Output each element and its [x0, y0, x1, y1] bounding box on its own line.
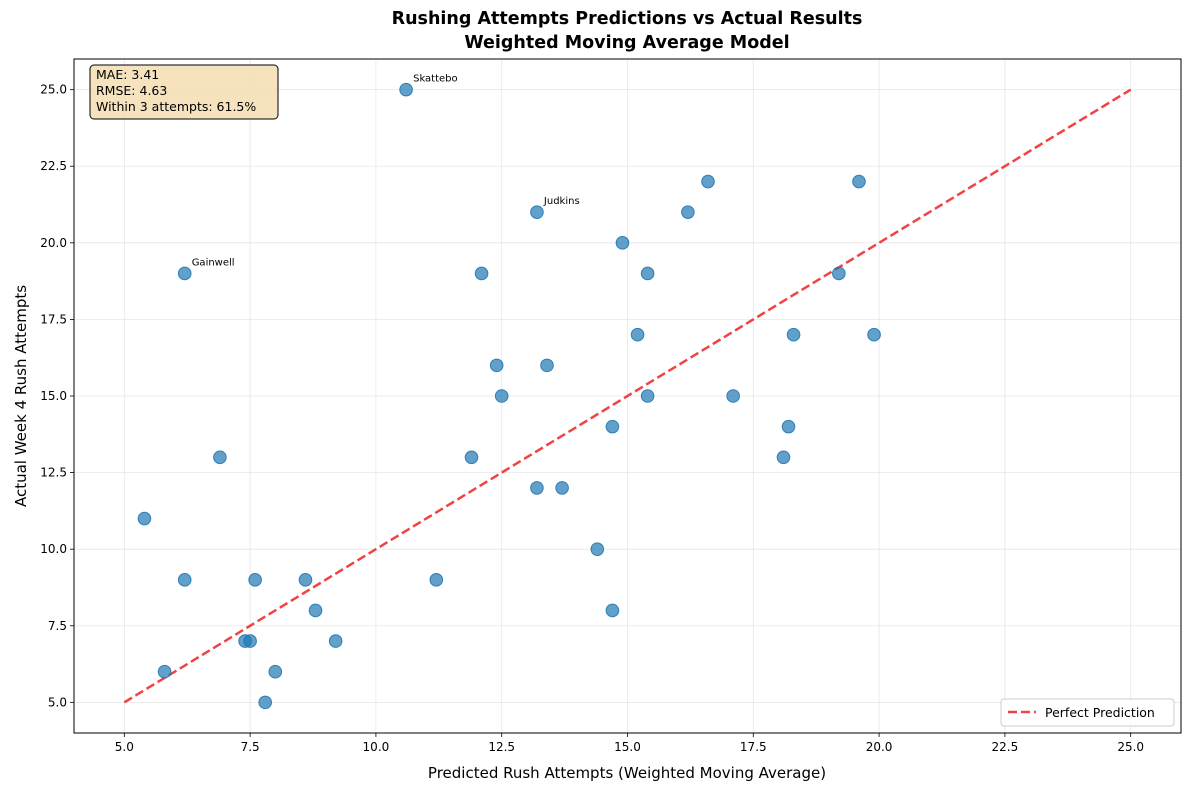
scatter-point [776, 450, 791, 465]
scatter-point [474, 266, 489, 281]
y-tick-label: 22.5 [40, 159, 67, 173]
y-axis-label: Actual Week 4 Rush Attempts [12, 285, 30, 507]
scatter-point [213, 450, 227, 465]
scatter-point [494, 389, 509, 403]
scatter-point [605, 419, 620, 434]
y-tick-label: 25.0 [40, 83, 67, 97]
scatter-point [540, 358, 554, 373]
scatter-point [681, 205, 695, 219]
plot-frame [73, 58, 1182, 734]
scatter-point [530, 205, 544, 219]
scatter-point [530, 481, 544, 495]
scatter-point [489, 358, 504, 373]
point-annotation: Judkins [543, 196, 580, 207]
scatter-point [137, 511, 152, 526]
y-tick-label: 12.5 [40, 466, 67, 480]
perfect-prediction-line [123, 88, 1132, 704]
scatter-point [640, 389, 655, 403]
scatter-point [328, 634, 343, 648]
chart-title: Rushing Attempts Predictions vs Actual R… [392, 9, 863, 29]
scatter-point [630, 327, 645, 342]
legend-frame [1000, 698, 1175, 727]
x-tick-label: 25.0 [1117, 740, 1144, 754]
scatter-point [615, 236, 630, 250]
scatter-point [852, 174, 866, 189]
x-tick-label: 22.5 [992, 740, 1019, 754]
scatter-point [781, 419, 796, 434]
x-tick-label: 5.0 [115, 740, 134, 754]
y-tick-label: 20.0 [40, 236, 67, 250]
x-tick-label: 12.5 [488, 740, 515, 754]
x-tick-label: 7.5 [241, 740, 260, 754]
scatter-point [832, 266, 846, 281]
x-tick-label: 10.0 [363, 740, 390, 754]
point-annotations: Skattebo Judkins Gainwell [192, 74, 580, 269]
scatter-point [268, 664, 283, 679]
y-tick-label: 17.5 [40, 312, 67, 326]
stats-mae: MAE: 3.41 [96, 67, 159, 82]
scatter-point [726, 389, 740, 403]
scatter-point [786, 327, 801, 342]
data-points [137, 82, 881, 710]
x-axis-label: Predicted Rush Attempts (Weighted Moving… [428, 764, 826, 782]
scatter-point [298, 573, 313, 587]
legend-label: Perfect Prediction [1045, 705, 1155, 720]
stats-within-3: Within 3 attempts: 61.5% [96, 99, 256, 114]
scatter-point [464, 450, 479, 465]
scatter-point [177, 266, 192, 281]
scatter-point [590, 542, 605, 556]
scatter-point [157, 664, 172, 679]
scatter-point [177, 573, 192, 587]
scatter-point [399, 82, 413, 97]
x-axis-ticks: 5.0 7.5 10.0 12.5 15.0 17.5 20.0 22.5 25.0 [115, 733, 1144, 754]
scatter-point [555, 481, 569, 495]
scatter-point [248, 573, 262, 587]
scatter-point [701, 174, 715, 189]
scatter-point [429, 573, 444, 587]
stats-box-background [89, 64, 279, 120]
scatter-point [243, 634, 257, 648]
y-axis-ticks: 5.0 7.5 10.0 12.5 15.0 17.5 20.0 22.5 25.0 [40, 83, 74, 709]
x-tick-label: 17.5 [740, 740, 767, 754]
y-tick-label: 7.5 [48, 619, 67, 633]
point-annotation: Skattebo [413, 74, 458, 85]
scatter-point [640, 266, 655, 281]
point-annotation: Gainwell [192, 257, 235, 268]
x-tick-label: 15.0 [614, 740, 641, 754]
y-tick-label: 10.0 [40, 542, 67, 556]
y-tick-label: 5.0 [48, 695, 67, 709]
scatter-point [258, 695, 273, 710]
chart-subtitle: Weighted Moving Average Model [464, 33, 789, 53]
scatter-point [308, 603, 323, 618]
scatter-point [605, 603, 620, 618]
legend: Perfect Prediction [1000, 698, 1175, 727]
stats-rmse: RMSE: 4.63 [96, 83, 167, 98]
scatter-point [867, 327, 881, 342]
y-tick-label: 15.0 [40, 389, 67, 403]
stats-box: MAE: 3.41 RMSE: 4.63 Within 3 attempts: … [89, 64, 279, 120]
x-tick-label: 20.0 [866, 740, 893, 754]
